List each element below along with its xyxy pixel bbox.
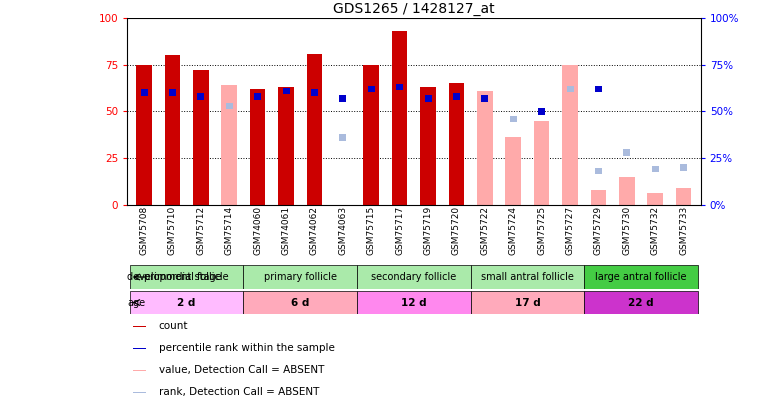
Bar (357, 265, 470, 289)
Bar (505, 137, 521, 205)
Bar (453, 93, 460, 100)
Bar (481, 95, 488, 102)
Bar (340, 134, 346, 141)
Text: secondary follicle: secondary follicle (371, 272, 457, 282)
Bar (193, 70, 209, 205)
Text: development stage: development stage (127, 272, 222, 282)
Bar (357, 291, 470, 314)
Text: large antral follicle: large antral follicle (595, 272, 687, 282)
Text: 22 d: 22 d (628, 298, 654, 307)
Bar (591, 190, 606, 205)
Bar (424, 95, 432, 102)
Bar (130, 265, 243, 289)
Text: 12 d: 12 d (401, 298, 427, 307)
Text: value, Detection Call = ABSENT: value, Detection Call = ABSENT (159, 365, 324, 375)
Bar (363, 65, 379, 205)
Bar (534, 121, 550, 205)
Bar (538, 108, 545, 115)
Text: 17 d: 17 d (514, 298, 541, 307)
Bar (584, 291, 698, 314)
Bar (132, 392, 146, 393)
Bar (283, 87, 290, 94)
Text: age: age (127, 298, 146, 307)
Bar (311, 90, 318, 96)
Bar (254, 93, 261, 100)
Text: small antral follicle: small antral follicle (481, 272, 574, 282)
Bar (141, 90, 148, 96)
Text: 2 d: 2 d (178, 298, 196, 307)
Bar (648, 193, 663, 205)
Text: percentile rank within the sample: percentile rank within the sample (159, 343, 334, 354)
Bar (130, 291, 243, 314)
Bar (226, 102, 233, 109)
Bar (340, 95, 346, 102)
Bar (680, 164, 687, 171)
Text: count: count (159, 322, 188, 331)
Bar (132, 326, 146, 327)
Bar (132, 348, 146, 349)
Bar (243, 265, 357, 289)
Bar (619, 177, 634, 205)
Bar (368, 86, 375, 92)
Bar (222, 85, 237, 205)
Bar (449, 83, 464, 205)
Bar (250, 89, 266, 205)
Bar (562, 65, 578, 205)
Bar (136, 65, 152, 205)
Bar (676, 188, 691, 205)
Bar (169, 90, 176, 96)
Bar (392, 31, 407, 205)
Text: rank, Detection Call = ABSENT: rank, Detection Call = ABSENT (159, 388, 319, 397)
Text: 6 d: 6 d (291, 298, 310, 307)
Bar (470, 265, 584, 289)
Bar (477, 91, 493, 205)
Bar (243, 291, 357, 314)
Bar (623, 149, 631, 156)
Bar (420, 87, 436, 205)
Text: primordial follicle: primordial follicle (144, 272, 229, 282)
Bar (396, 84, 403, 90)
Title: GDS1265 / 1428127_at: GDS1265 / 1428127_at (333, 2, 494, 16)
Bar (595, 168, 602, 174)
Bar (306, 53, 323, 205)
Bar (197, 93, 205, 100)
Bar (595, 86, 602, 92)
Bar (278, 87, 294, 205)
Bar (165, 55, 180, 205)
Bar (651, 166, 659, 173)
Bar (132, 370, 146, 371)
Bar (510, 115, 517, 122)
Bar (470, 291, 584, 314)
Bar (567, 86, 574, 92)
Bar (584, 265, 698, 289)
Text: primary follicle: primary follicle (264, 272, 336, 282)
